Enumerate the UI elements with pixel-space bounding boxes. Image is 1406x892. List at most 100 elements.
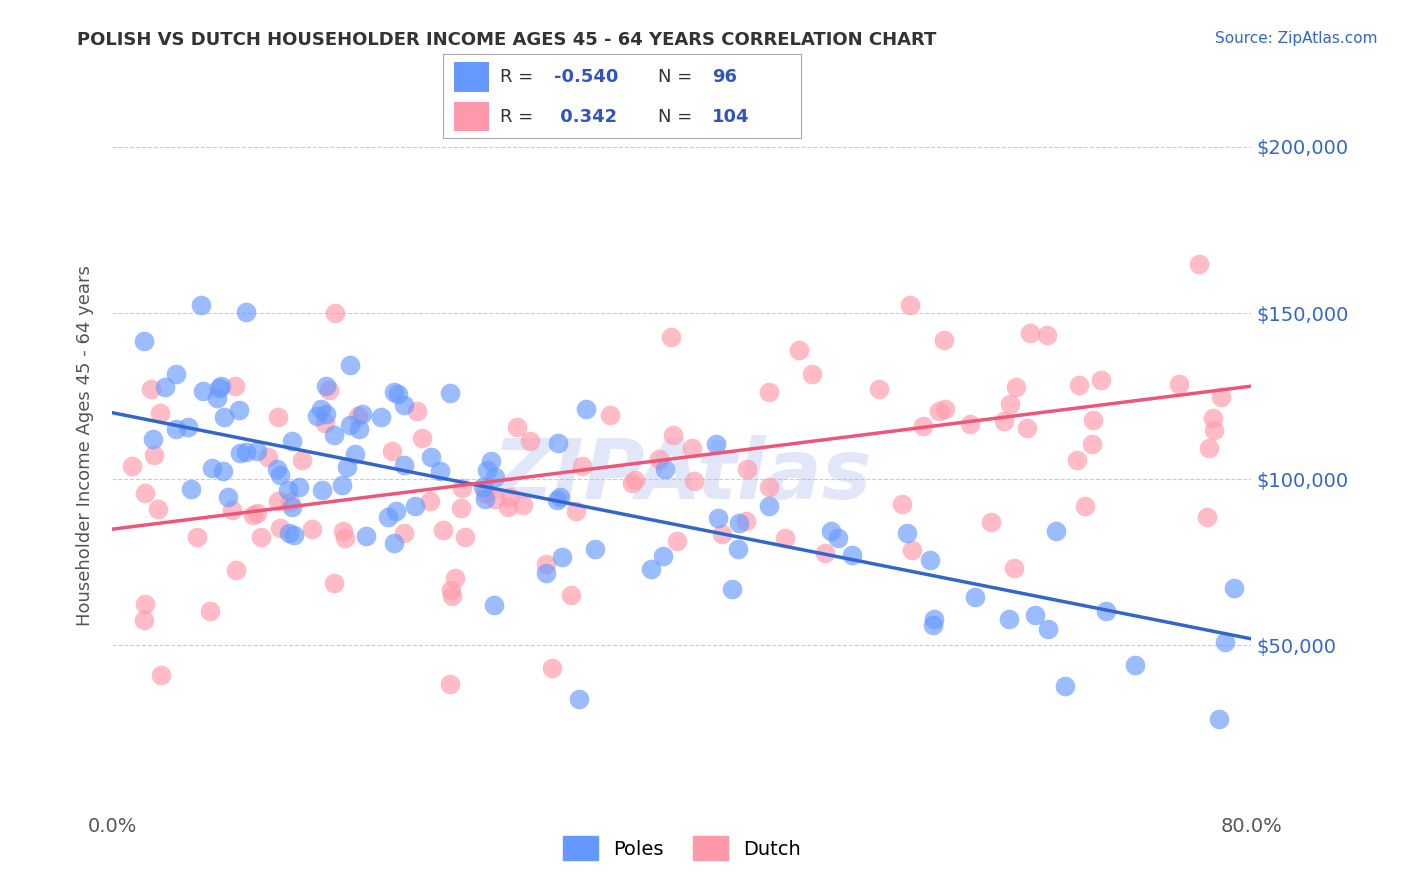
Point [439,386,461,401]
Point [142,432,165,446]
Point [482,599,505,613]
Point [143,449,166,463]
Point [546,493,568,508]
Point [246,506,269,520]
Point [1004,379,1026,393]
Point [330,477,353,491]
Point [201,461,224,475]
Point [392,525,415,540]
Point [1019,326,1042,341]
Point [583,542,606,557]
Point [901,542,924,557]
Point [1197,509,1219,524]
Point [311,483,333,497]
Point [477,463,499,477]
Point [205,391,228,405]
Point [474,486,496,500]
Text: -0.540: -0.540 [554,68,619,86]
Point [392,398,415,412]
Point [451,481,474,495]
Point [1053,679,1076,693]
Point [623,474,645,488]
Point [934,333,956,347]
Point [315,408,337,422]
Point [928,404,950,418]
Point [661,428,683,442]
Point [571,459,593,474]
Text: N =: N = [658,108,692,126]
Point [841,548,863,562]
Point [496,500,519,514]
Point [1081,437,1104,451]
Point [727,542,749,557]
Point [1024,608,1046,623]
Point [432,523,454,537]
Point [534,557,557,571]
Point [221,502,243,516]
Point [536,566,558,580]
FancyBboxPatch shape [454,62,489,92]
Point [922,612,945,626]
Point [814,547,837,561]
Point [654,461,676,475]
Point [134,597,156,611]
Point [721,582,744,597]
Point [1167,377,1189,392]
Legend: Poles, Dutch: Poles, Dutch [555,829,808,868]
Point [382,536,405,550]
Point [471,481,494,495]
Text: ZIPAtlas: ZIPAtlas [492,434,872,516]
Point [735,514,758,528]
Point [1202,410,1225,425]
Point [1198,442,1220,456]
Point [291,453,314,467]
Y-axis label: Householder Income Ages 45 - 64 years: Householder Income Ages 45 - 64 years [76,266,94,626]
Point [314,416,336,430]
Point [547,435,569,450]
Point [278,494,301,508]
Point [440,582,463,597]
Point [277,526,299,541]
Point [620,475,643,490]
Point [266,410,288,425]
Point [190,298,212,312]
Point [322,575,344,590]
Point [1066,452,1088,467]
Point [775,531,797,545]
Point [912,419,935,434]
Point [311,402,333,417]
Point [235,445,257,459]
Point [568,692,591,706]
Point [789,343,811,357]
Point [165,422,187,436]
Point [370,409,392,424]
Point [1090,373,1112,387]
Point [659,330,682,344]
Point [177,419,200,434]
Point [242,508,264,523]
Point [385,503,408,517]
Point [443,571,465,585]
Point [392,458,415,472]
Point [235,304,257,318]
Point [346,409,368,423]
Point [1211,390,1233,404]
Point [898,298,921,312]
Point [706,511,728,525]
Text: R =: R = [501,68,533,86]
Point [801,367,824,381]
Point [165,368,187,382]
Point [381,443,404,458]
Text: 96: 96 [711,68,737,86]
Point [193,384,215,398]
Point [993,414,1015,428]
Text: Source: ZipAtlas.com: Source: ZipAtlas.com [1215,31,1378,46]
Point [146,502,169,516]
Text: N =: N = [658,68,692,86]
Point [134,485,156,500]
Point [450,501,472,516]
Point [352,407,374,421]
Point [727,516,749,531]
Point [406,404,429,418]
Point [498,490,520,504]
